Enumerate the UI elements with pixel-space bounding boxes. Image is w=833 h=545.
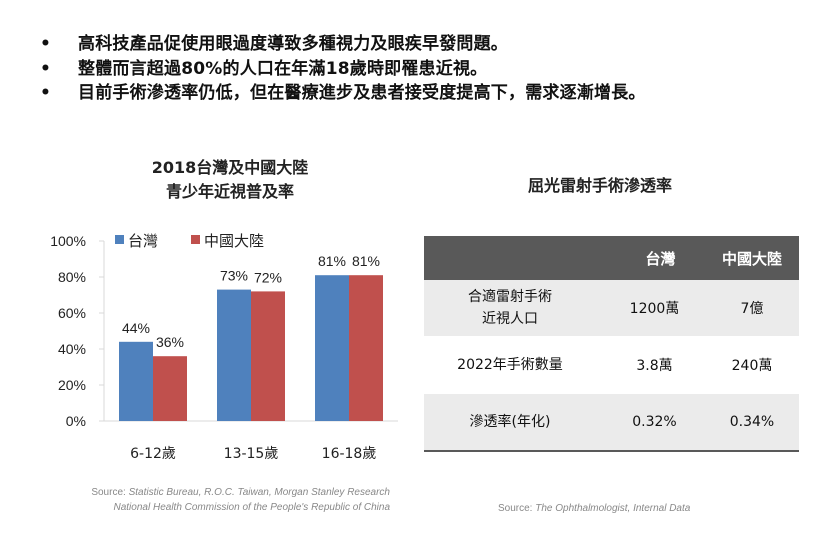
bullet-list: 高科技產品促使用眼過度導致多種視力及眼疾早發問題。 整體而言超過80%的人口在年…	[40, 32, 646, 106]
y-tick-label: 20%	[58, 377, 86, 393]
source-prefix: Source:	[91, 487, 129, 498]
penetration-table: 台灣 中國大陸 合適雷射手術 近視人口 1200萬 7億 2022年手術數量 3…	[424, 236, 799, 452]
cell-taiwan: 3.8萬	[596, 336, 705, 394]
legend-label: 台灣	[128, 232, 158, 250]
table-header-row: 台灣 中國大陸	[424, 236, 799, 280]
data-label: 81%	[318, 253, 346, 269]
data-label: 36%	[156, 334, 184, 350]
y-tick-label: 60%	[58, 305, 86, 321]
bar-china	[349, 275, 383, 421]
x-tick-label: 6-12歲	[130, 446, 176, 462]
chart-title-line2: 青少年近視普及率	[165, 182, 294, 201]
table-row: 2022年手術數量 3.8萬 240萬	[424, 336, 799, 394]
y-tick-label: 0%	[66, 413, 86, 429]
cell-taiwan: 1200萬	[596, 280, 705, 336]
y-tick-label: 100%	[50, 233, 86, 249]
legend-swatch	[115, 235, 124, 244]
legend-swatch	[191, 235, 200, 244]
bar-taiwan	[217, 289, 251, 421]
bar-taiwan	[315, 275, 349, 421]
cell-china: 0.34%	[705, 394, 799, 452]
cell-china: 240萬	[705, 336, 799, 394]
legend-label: 中國大陸	[204, 232, 264, 250]
data-label: 44%	[122, 320, 150, 336]
row-label: 合適雷射手術 近視人口	[424, 280, 596, 336]
row-label-line2: 近視人口	[482, 311, 538, 327]
data-label: 81%	[352, 253, 380, 269]
row-label: 滲透率(年化)	[424, 394, 596, 452]
source-text: National Health Commission of the People…	[113, 502, 391, 513]
table-title: 屈光雷射手術滲透率	[527, 176, 672, 195]
source-text: The Ophthalmologist, Internal Data	[535, 503, 691, 514]
table-source: Source: The Ophthalmologist, Internal Da…	[498, 501, 690, 516]
data-label: 73%	[220, 268, 248, 284]
table-row: 合適雷射手術 近視人口 1200萬 7億	[424, 280, 799, 336]
chart-title: 2018台灣及中國大陸 青少年近視普及率	[100, 156, 360, 204]
x-tick-label: 13-15歲	[224, 446, 279, 462]
bar-china	[251, 291, 285, 421]
chart-source: Source: Statistic Bureau, R.O.C. Taiwan,…	[20, 485, 390, 515]
bar-taiwan	[119, 341, 153, 421]
bar-chart: 0% 20% 40% 60% 80% 100% 44% 36% 6-12歲 73% 72% 13-15…	[50, 232, 398, 462]
bullet-item: 目前手術滲透率仍低，但在醫療進步及患者接受度提高下，需求逐漸增長。	[40, 81, 646, 106]
row-label: 2022年手術數量	[424, 336, 596, 394]
cell-taiwan: 0.32%	[596, 394, 705, 452]
source-prefix: Source:	[498, 503, 536, 514]
source-text: Statistic Bureau, R.O.C. Taiwan, Morgan …	[128, 487, 390, 498]
bar-china	[153, 356, 187, 421]
table-header-empty	[424, 236, 596, 280]
table-header-taiwan: 台灣	[596, 236, 705, 280]
chart-title-line1: 2018台灣及中國大陸	[151, 158, 309, 177]
bullet-item: 高科技產品促使用眼過度導致多種視力及眼疾早發問題。	[40, 32, 646, 57]
cell-china: 7億	[705, 280, 799, 336]
table-row: 滲透率(年化) 0.32% 0.34%	[424, 394, 799, 452]
data-label: 72%	[254, 269, 282, 285]
row-label-line1: 合適雷射手術	[468, 289, 552, 305]
x-tick-label: 16-18歲	[322, 446, 377, 462]
bullet-item: 整體而言超過80%的人口在年滿18歲時即罹患近視。	[40, 57, 646, 82]
y-tick-label: 80%	[58, 269, 86, 285]
y-tick-label: 40%	[58, 341, 86, 357]
table-header-china: 中國大陸	[705, 236, 799, 280]
